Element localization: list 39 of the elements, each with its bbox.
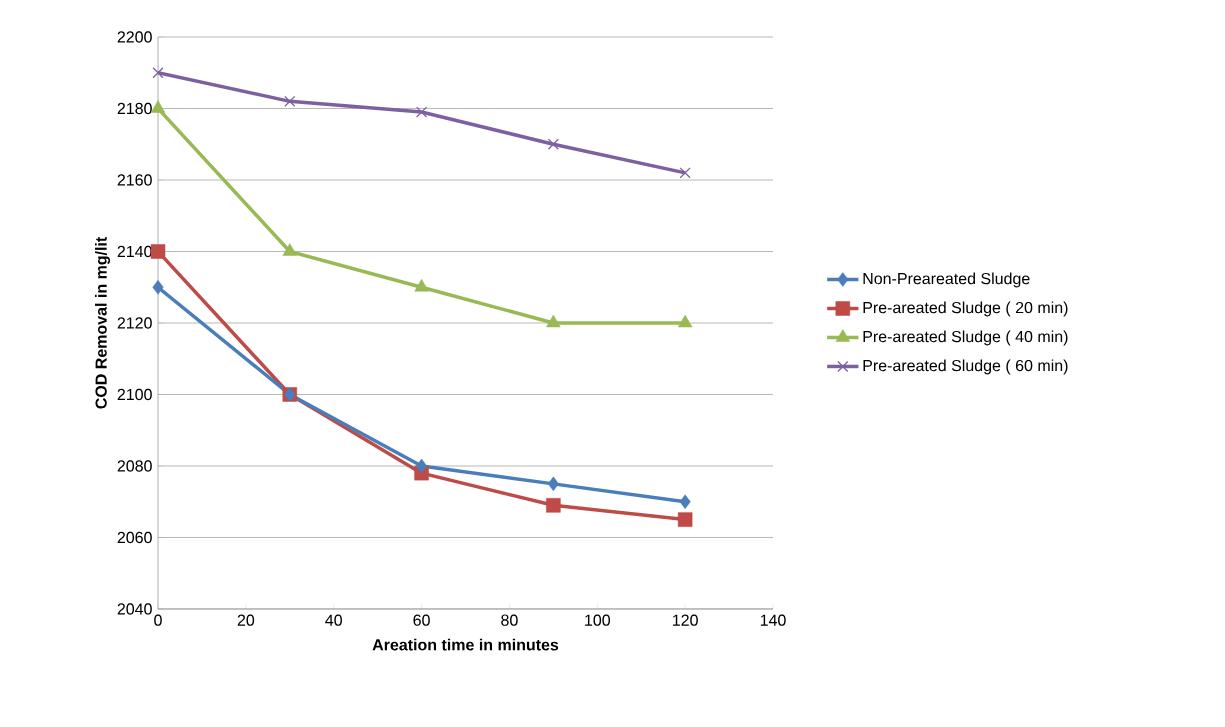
y-tick-label: 2080 (117, 460, 152, 472)
point (679, 167, 691, 179)
point (414, 278, 429, 292)
point (416, 458, 428, 474)
y-tick-label: 2140 (117, 245, 152, 258)
y-tick-label: 2200 (117, 31, 152, 43)
legend-label: Pre-areated Sludge ( 40 min) (863, 330, 1068, 346)
y-tick-label: 2060 (117, 531, 152, 544)
point (282, 243, 297, 256)
point (150, 244, 166, 259)
y-tick-label: 2120 (117, 317, 152, 329)
point (679, 494, 691, 509)
y-tick-label: 2180 (117, 102, 152, 115)
x-tick-label: 140 (760, 614, 786, 626)
x-tick-label: 0 (154, 614, 162, 626)
y-tick-label: 2100 (117, 388, 152, 401)
point (152, 67, 164, 79)
x-tick-label: 60 (413, 614, 430, 626)
y-axis-title: COD Removal in mg/lit (95, 236, 111, 409)
y-tick-label: 2040 (117, 603, 152, 615)
point (547, 476, 559, 492)
point (152, 279, 164, 295)
x-tick-label: 40 (325, 614, 342, 626)
point (677, 512, 693, 527)
y-tick-label: 2160 (117, 174, 152, 186)
x-tick-label: 20 (237, 614, 255, 626)
x-tick-label: 120 (673, 614, 698, 626)
x-tick-label: 80 (501, 614, 518, 626)
x-axis-title: Areation time in minutes (372, 638, 559, 651)
legend-label: Pre-areated Sludge ( 20 min) (863, 301, 1068, 317)
legend-label: Pre-areated Sludge ( 60 min) (863, 359, 1068, 375)
point (677, 314, 693, 328)
x-tick-label: 100 (585, 614, 610, 626)
point (546, 498, 561, 513)
point (415, 106, 428, 118)
point (547, 138, 559, 150)
point (546, 314, 561, 328)
point (284, 95, 296, 107)
legend-label: Non-Preareated Sludge (863, 272, 1030, 288)
